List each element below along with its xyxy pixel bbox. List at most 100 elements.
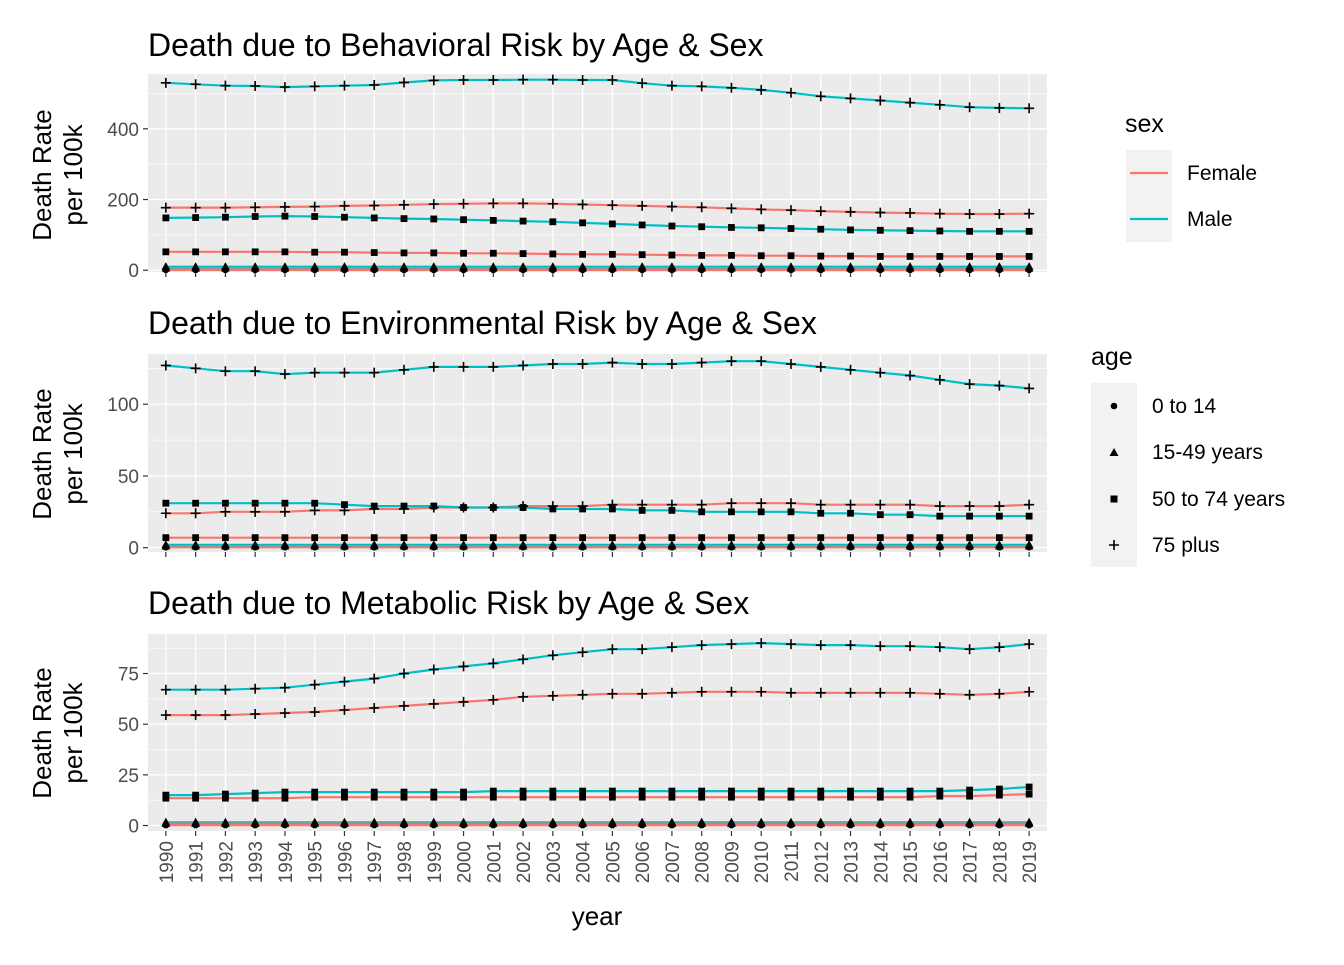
data-point [490, 543, 497, 551]
data-point [488, 75, 499, 86]
data-point [279, 682, 290, 693]
data-point [815, 499, 826, 510]
data-point [905, 207, 916, 218]
data-point [428, 698, 439, 709]
data-point [577, 359, 588, 370]
data-point [281, 543, 289, 551]
data-point [251, 266, 259, 274]
data-point [190, 508, 201, 519]
x-tick-label: 2014 [871, 841, 892, 884]
data-point [311, 534, 319, 542]
data-point [728, 534, 735, 542]
data-point [162, 534, 170, 542]
data-point [460, 504, 467, 511]
data-point [250, 81, 261, 92]
series-line [165, 502, 1030, 518]
data-point [192, 821, 199, 829]
data-point [875, 499, 886, 510]
data-point [1024, 639, 1035, 650]
data-point [222, 821, 229, 829]
data-point [547, 650, 558, 661]
data-point [994, 642, 1005, 653]
data-point [936, 227, 944, 235]
legend-label-75-plus: 75 plus [1152, 534, 1220, 557]
data-point [430, 249, 438, 257]
legend-label-male: Male [1187, 208, 1233, 231]
data-point [309, 707, 320, 718]
data-point [518, 691, 529, 702]
data-point [668, 543, 676, 551]
data-point [370, 266, 378, 274]
data-point [936, 787, 944, 795]
data-point [726, 203, 737, 214]
data-point [221, 499, 229, 507]
data-point [192, 534, 200, 542]
data-point [1024, 383, 1035, 394]
data-point [1025, 266, 1033, 274]
panel-behavioral: Death due to Behavioral Risk by Age & Se… [27, 27, 763, 241]
data-point [638, 251, 646, 259]
x-tick-label: 2001 [484, 841, 505, 883]
data-point [726, 356, 737, 367]
data-point [757, 534, 765, 542]
data-point [460, 266, 467, 274]
data-point [579, 821, 586, 829]
data-point [458, 661, 469, 672]
data-point [430, 543, 438, 551]
data-point [845, 687, 856, 698]
data-point [549, 821, 557, 829]
data-point [994, 501, 1005, 512]
x-tick-label: 1996 [335, 841, 356, 883]
data-point [430, 502, 438, 510]
data-point [698, 543, 705, 551]
data-point [458, 75, 469, 86]
data-point [995, 512, 1003, 520]
data-point [638, 787, 646, 795]
data-point [488, 361, 499, 372]
x-tick-label: 1990 [157, 841, 178, 883]
data-point [609, 266, 616, 274]
data-point [309, 679, 320, 690]
data-point [162, 794, 170, 802]
data-point [637, 359, 648, 370]
data-point [518, 74, 529, 85]
data-point [428, 361, 439, 372]
data-point [905, 370, 916, 381]
y-axis-label-line1: Death Rate [27, 388, 57, 520]
data-point [726, 82, 737, 93]
data-point [549, 534, 557, 542]
data-point [906, 227, 914, 235]
data-point [339, 200, 350, 211]
data-point [579, 266, 586, 274]
x-tick-label: 2019 [1020, 841, 1041, 883]
data-point [757, 266, 765, 274]
data-point [906, 534, 914, 542]
y-tick-label: 50 [118, 467, 139, 488]
data-point [995, 253, 1003, 260]
data-point [341, 543, 348, 551]
data-point [785, 87, 796, 98]
data-point [1024, 499, 1035, 510]
data-point [815, 91, 826, 102]
data-point [607, 688, 618, 699]
data-point [190, 710, 201, 721]
data-point [281, 212, 289, 220]
data-point [785, 639, 796, 650]
data-point [934, 688, 945, 699]
data-point [845, 93, 856, 104]
data-point [936, 792, 944, 800]
data-point [638, 506, 646, 514]
data-point [192, 794, 200, 802]
data-point [1024, 208, 1035, 219]
data-point [845, 206, 856, 217]
data-point [547, 74, 558, 85]
data-point [934, 374, 945, 385]
data-point [549, 505, 557, 513]
data-point [668, 251, 676, 259]
data-point [430, 788, 438, 796]
data-point [875, 95, 886, 106]
data-point [845, 364, 856, 375]
y-tick-label: 50 [118, 715, 139, 736]
data-point [579, 787, 587, 795]
data-point [339, 80, 350, 91]
